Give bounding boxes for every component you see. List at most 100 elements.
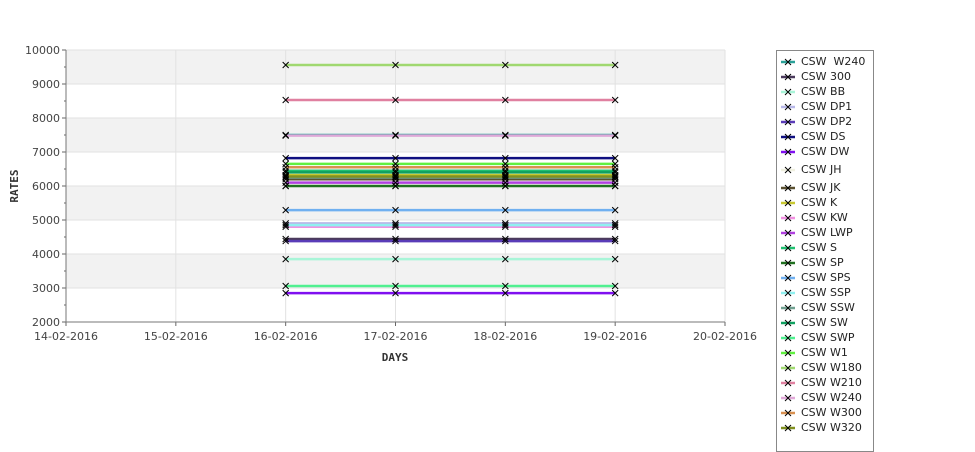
legend-label: CSW SP xyxy=(801,256,844,269)
data-point-marker xyxy=(501,237,509,245)
legend-label: CSW JH xyxy=(801,163,842,176)
legend-label: CSW SSW xyxy=(801,301,855,314)
legend-label: CSW K xyxy=(801,196,838,209)
legend-label: CSW JK xyxy=(801,181,841,194)
y-tick-label: 2000 xyxy=(32,316,60,329)
y-tick-label: 4000 xyxy=(32,248,60,261)
legend-label: CSW W300 xyxy=(801,406,862,419)
data-point-marker xyxy=(501,96,509,104)
legend-label: CSW W210 xyxy=(801,376,862,389)
legend-label: CSW SSP xyxy=(801,286,851,299)
data-point-marker xyxy=(392,237,399,245)
y-tick-label: 8000 xyxy=(32,112,60,125)
data-point-marker xyxy=(611,154,619,162)
data-point-marker xyxy=(392,255,399,263)
x-axis-label: DAYS xyxy=(382,351,409,364)
data-point-marker xyxy=(611,237,619,245)
legend-label: CSW KW xyxy=(801,211,848,224)
data-point-marker xyxy=(611,221,619,229)
data-point-marker xyxy=(611,255,619,263)
x-tick-label: 18-02-2016 xyxy=(473,330,537,343)
legend-marker-icon xyxy=(781,199,795,207)
data-point-marker xyxy=(282,206,290,214)
data-point-marker xyxy=(501,255,509,263)
data-point-marker xyxy=(392,221,399,229)
y-axis-label: RATES xyxy=(8,169,21,202)
legend-marker-icon xyxy=(781,229,795,237)
legend-label: CSW DW xyxy=(801,145,850,158)
x-tick-label: 19-02-2016 xyxy=(583,330,647,343)
legend-marker-icon xyxy=(781,214,795,222)
data-point-marker xyxy=(501,174,509,181)
data-point-marker xyxy=(611,96,619,104)
legend-marker-icon xyxy=(781,289,795,297)
legend-marker-icon xyxy=(781,118,795,126)
data-point-marker xyxy=(611,282,619,290)
data-point-marker xyxy=(282,182,290,190)
data-point-marker xyxy=(501,221,509,229)
data-point-marker xyxy=(611,223,619,231)
legend-label: CSW DS xyxy=(801,130,846,143)
data-point-marker xyxy=(611,132,619,140)
data-point-marker xyxy=(501,154,509,162)
legend-label: CSW DP1 xyxy=(801,100,853,113)
data-point-marker xyxy=(501,235,509,243)
data-point-marker xyxy=(392,282,399,290)
y-tick-label: 7000 xyxy=(32,146,60,159)
data-point-marker xyxy=(611,289,619,297)
legend-marker-icon xyxy=(781,424,795,432)
x-tick-label: 17-02-2016 xyxy=(364,330,428,343)
data-point-marker xyxy=(392,163,399,171)
data-point-marker xyxy=(282,163,290,171)
y-tick-label: 10000 xyxy=(25,44,60,57)
line-chart: 2000 3000 4000 5000 6000 7000 8000 9000 10000 14-… xyxy=(8,44,757,364)
legend-label: CSW SPS xyxy=(801,271,851,284)
y-tick-label: 6000 xyxy=(32,180,60,193)
legend-label: CSW W1 xyxy=(801,346,848,359)
data-point-marker xyxy=(282,221,290,229)
data-point-marker xyxy=(282,223,290,231)
legend-marker-icon xyxy=(781,259,795,267)
legend-label: CSW S xyxy=(801,241,838,254)
legend-marker-icon xyxy=(781,334,795,342)
legend-label: CSW SW xyxy=(801,316,848,329)
data-point-marker xyxy=(501,163,509,171)
legend-marker-icon xyxy=(781,88,795,96)
legend-marker-icon xyxy=(781,379,795,387)
data-point-marker xyxy=(501,223,509,231)
legend-label: CSW DP2 xyxy=(801,115,853,128)
legend-marker-icon xyxy=(781,244,795,252)
data-point-marker xyxy=(611,182,619,190)
data-point-marker xyxy=(611,235,619,243)
legend-label: CSW BB xyxy=(801,85,846,98)
legend-label: CSW W240 xyxy=(801,391,862,404)
data-point-marker xyxy=(501,173,509,180)
data-point-marker xyxy=(611,174,619,181)
y-tick-label: 3000 xyxy=(32,282,60,295)
legend-marker-icon xyxy=(781,73,795,81)
data-point-marker xyxy=(282,173,290,180)
data-point-marker xyxy=(611,163,619,171)
legend-marker-icon xyxy=(781,274,795,282)
data-point-marker xyxy=(501,132,509,140)
data-point-marker xyxy=(392,182,399,190)
data-point-marker xyxy=(282,174,290,181)
data-point-marker xyxy=(392,235,399,243)
data-point-marker xyxy=(282,235,290,243)
data-point-marker xyxy=(392,174,399,181)
data-point-marker xyxy=(501,282,509,290)
data-point-marker xyxy=(392,206,399,214)
data-point-marker xyxy=(392,132,399,140)
data-point-marker xyxy=(611,206,619,214)
data-point-marker xyxy=(282,289,290,297)
data-point-marker xyxy=(501,206,509,214)
y-tick-label: 9000 xyxy=(32,78,60,91)
y-tick-label: 5000 xyxy=(32,214,60,227)
legend-marker-icon xyxy=(781,319,795,327)
legend-marker-icon xyxy=(781,349,795,357)
data-point-marker xyxy=(282,132,290,140)
data-point-marker xyxy=(392,173,399,180)
data-point-marker xyxy=(392,223,399,231)
axes: 2000 3000 4000 5000 6000 7000 8000 9000 10000 14-… xyxy=(25,44,757,343)
legend-marker-icon xyxy=(781,304,795,312)
